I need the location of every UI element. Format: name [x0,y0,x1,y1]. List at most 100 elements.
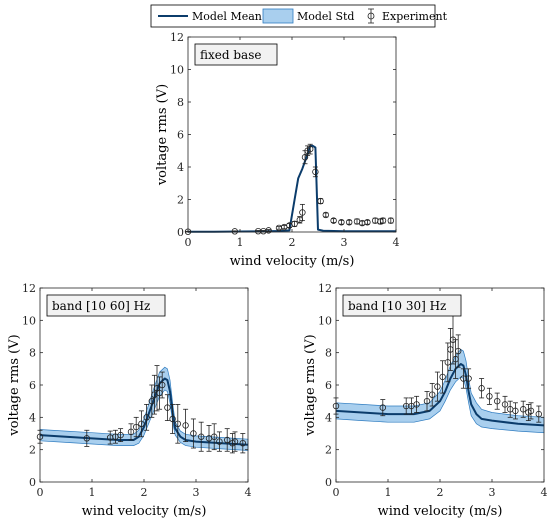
experiment-point [429,382,436,407]
x-tick-label: 2 [437,486,444,499]
experiment-marker [403,402,410,410]
experiment-point [494,392,501,410]
experiment-point [223,428,231,452]
panel-label: fixed base [200,48,261,62]
y-tick-label: 6 [177,129,184,142]
experiment-point [83,429,90,447]
experiment-marker [527,407,535,415]
experiment-marker [216,438,223,445]
experiment-marker [190,430,197,437]
experiment-point [231,431,239,452]
experiment-marker [291,220,298,228]
experiment-point [174,403,181,444]
experiment-point [527,402,535,420]
y-tick-label: 2 [29,444,36,457]
x-tick-label: 0 [333,486,340,499]
x-axis-label: wind velocity (m/s) [230,254,355,269]
experiment-point [299,203,306,222]
experiment-point [353,218,361,225]
experiment-marker [346,219,353,226]
experiment-marker [429,391,436,398]
experiment-marker [223,436,231,444]
experiment-point [434,371,441,402]
y-tick-label: 0 [177,226,184,239]
experiment-marker [413,401,420,408]
experiment-marker [210,433,218,440]
x-axis-label: wind velocity (m/s) [82,504,207,519]
experiment-point [413,395,420,413]
x-tick-label: 0 [37,486,44,499]
experiment-marker [322,211,329,219]
panel-label-box [46,294,166,317]
experiment-marker [83,435,90,442]
experiment-point [291,220,298,228]
y-tick-label: 8 [325,347,332,360]
experiment-marker [423,397,431,405]
experiment-marker [520,406,527,413]
experiment-marker [265,227,272,234]
experiment-point [346,219,353,226]
experiment-marker [239,440,246,447]
experiment-point [455,334,462,368]
experiment-point [197,421,205,452]
plot-area [188,37,396,232]
experiment-marker [364,219,371,226]
experiment-point [423,391,431,412]
experiment-marker [379,404,386,411]
y-tick-label: 10 [22,314,36,327]
y-tick-label: 4 [325,411,332,424]
experiment-point [312,166,319,178]
experiment-marker [182,422,189,429]
experiment-marker [434,383,441,390]
legend-exp-label: Experiment [382,10,448,23]
experiment-marker [387,217,394,224]
x-axis-label: wind velocity (m/s) [378,504,503,519]
x-tick-label: 3 [193,486,200,499]
experiment-point [322,211,329,219]
panel-label-box [342,294,462,317]
x-tick-label: 3 [489,486,496,499]
experiment-point [364,219,371,226]
experiment-point [117,428,124,442]
y-tick-label: 12 [170,31,184,44]
experiment-marker [455,347,462,355]
y-tick-label: 10 [170,64,184,77]
experiment-point [520,400,527,418]
experiment-point [507,400,514,418]
experiment-marker [501,401,509,408]
experiment-point [330,217,337,224]
panel-label: band [10 30] Hz [348,299,446,313]
experiment-marker [255,227,262,235]
y-axis-label: voltage rms (V) [7,334,22,436]
experiment-point [169,403,176,434]
experiment-point [403,397,410,415]
experiment-point [158,371,166,399]
panel-label-box [194,43,278,66]
experiment-marker [330,217,337,224]
legend-std-label: Model Std [297,10,354,23]
experiment-point [127,423,135,441]
experiment-point [478,378,485,399]
experiment-marker [338,219,345,226]
y-axis-label: voltage rms (V) [303,334,318,436]
experiment-marker [169,415,176,423]
legend: Model Mean Model Std Experiment [150,4,448,28]
experiment-marker [164,404,171,411]
experiment-point [190,418,197,449]
x-tick-label: 4 [541,486,548,499]
x-tick-label: 1 [89,486,96,499]
x-tick-label: 4 [245,486,252,499]
y-tick-label: 0 [29,476,36,489]
experiment-point [512,402,519,420]
legend-std-swatch [262,8,294,24]
experiment-marker [486,393,493,400]
experiment-marker [312,168,319,176]
model-mean-line [335,363,545,427]
experiment-point [265,227,272,234]
experiment-point [387,217,394,224]
experiment-point [379,399,386,417]
experiment-point [164,394,171,421]
legend-exp-swatch [367,8,375,24]
